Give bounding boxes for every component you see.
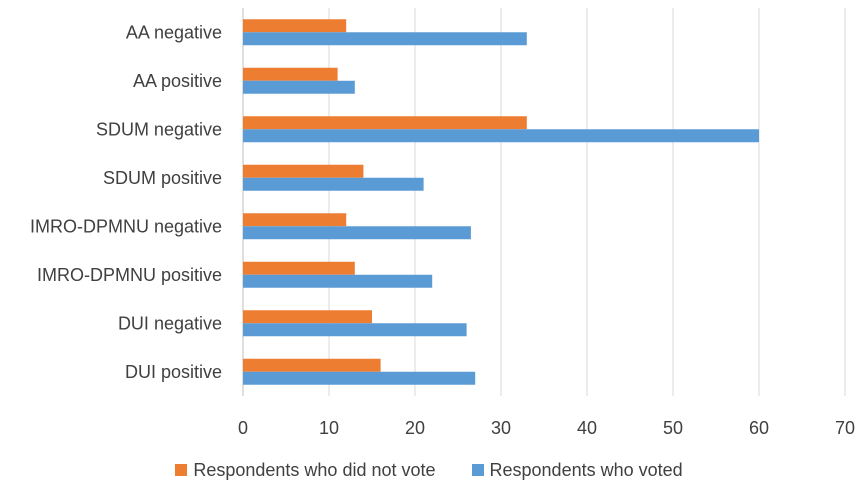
legend-label-voted: Respondents who voted [489, 459, 683, 480]
category-label: SDUM negative [96, 119, 222, 139]
legend-item-voted: Respondents who voted [471, 459, 683, 481]
legend-swatch-did-not-vote [175, 464, 188, 476]
bar-did-not-vote [243, 261, 355, 275]
bar-did-not-vote [243, 19, 347, 33]
bar-voted [243, 32, 527, 46]
x-tick-label: 20 [405, 418, 425, 438]
legend: Respondents who did not vote Respondents… [0, 458, 858, 482]
category-label: AA negative [126, 22, 222, 42]
x-tick-label: 40 [577, 418, 597, 438]
category-label: SDUM positive [103, 168, 222, 188]
legend-label-did-not-vote: Respondents who did not vote [193, 459, 436, 480]
bar-voted [243, 274, 433, 288]
bar-did-not-vote [243, 116, 527, 130]
bar-did-not-vote [243, 310, 372, 324]
category-label: IMRO-DPMNU negative [30, 216, 222, 236]
x-tick-label: 0 [238, 418, 248, 438]
bar-voted [243, 371, 476, 385]
bar-voted [243, 177, 424, 191]
bar-did-not-vote [243, 164, 364, 178]
x-tick-label: 60 [749, 418, 769, 438]
category-label: AA positive [133, 71, 222, 91]
bar-chart-svg: 0 10 20 30 40 50 60 70 DUI positive DUI negative I… [30, 8, 855, 438]
bar-did-not-vote [243, 213, 347, 227]
bar-voted [243, 226, 471, 240]
category-label: DUI negative [118, 313, 222, 333]
x-tick-label: 50 [663, 418, 683, 438]
bar-did-not-vote [243, 358, 381, 372]
x-tick-label: 10 [319, 418, 339, 438]
category-label: DUI positive [125, 362, 222, 382]
legend-swatch-voted [471, 464, 484, 476]
x-tick-label: 70 [835, 418, 855, 438]
category-label: IMRO-DPMNU positive [37, 265, 222, 285]
x-tick-label: 30 [491, 418, 511, 438]
legend-item-did-not-vote: Respondents who did not vote [175, 459, 436, 481]
bar-did-not-vote [243, 67, 338, 81]
bar-voted [243, 129, 759, 143]
bar-voted [243, 323, 467, 337]
bar-voted [243, 80, 355, 94]
